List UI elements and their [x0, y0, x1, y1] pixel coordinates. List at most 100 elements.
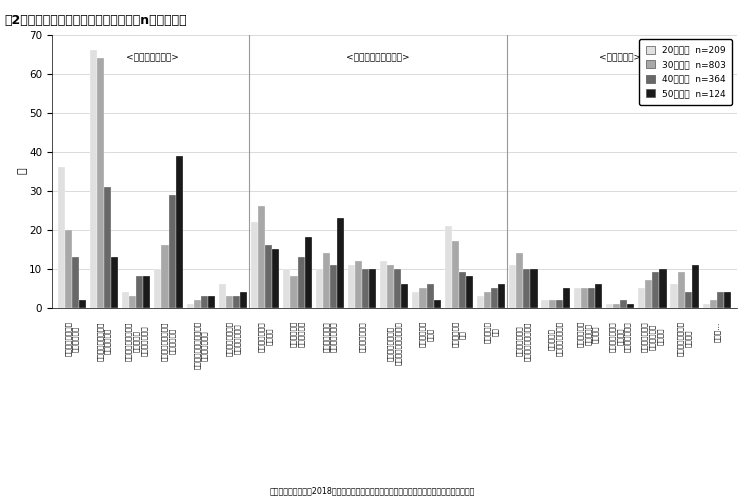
Bar [466, 276, 473, 308]
Text: 自然環境の
良さ: 自然環境の 良さ [484, 321, 498, 343]
Bar [498, 284, 505, 308]
Bar [315, 268, 323, 308]
Text: 図2　住宅取得動機（３つまで回答可）n＝１５００: 図2 住宅取得動機（３つまで回答可）n＝１５００ [4, 13, 187, 27]
Bar [136, 276, 144, 308]
Text: 住宅ローンの
金利が低く
買い時だ: 住宅ローンの 金利が低く 買い時だ [577, 321, 599, 347]
Bar [477, 296, 484, 308]
Text: <経済的理由>: <経済的理由> [599, 54, 641, 62]
Bar [65, 230, 71, 308]
Bar [638, 288, 645, 308]
Y-axis label: ％: ％ [18, 168, 28, 175]
Bar [402, 284, 408, 308]
Text: 住宅価格が
安くなり買い時だ: 住宅価格が 安くなり買い時だ [548, 321, 562, 356]
Bar [169, 194, 176, 308]
Bar [290, 276, 298, 308]
Bar [420, 288, 426, 308]
Bar [71, 257, 79, 308]
Bar [574, 288, 581, 308]
Bar [509, 265, 516, 308]
Text: 子供や家族のため、
家を持ちたい: 子供や家族のため、 家を持ちたい [97, 321, 111, 361]
Bar [193, 300, 201, 308]
Text: その他…: その他… [713, 321, 720, 342]
Bar [201, 296, 208, 308]
Bar [330, 265, 337, 308]
Bar [562, 288, 570, 308]
Text: 仕事の都合で住み替えの
必要に迫られた: 仕事の都合で住み替えの 必要に迫られた [193, 321, 208, 370]
Bar [144, 276, 150, 308]
Bar [176, 156, 183, 308]
Bar [90, 50, 97, 308]
Bar [684, 292, 692, 308]
Legend: 20歳代　  n=209, 30歳代　  n=803, 40歳代　  n=364, 50歳代　  n=124: 20歳代 n=209, 30歳代 n=803, 40歳代 n=364, 50歳代… [639, 39, 732, 105]
Text: 住宅金融支援機構「2018年度民間住宅ローン利用者の実態調査【利用予定者編】」調査結果: 住宅金融支援機構「2018年度民間住宅ローン利用者の実態調査【利用予定者編】」調… [269, 487, 475, 496]
Bar [445, 226, 452, 308]
Bar [283, 268, 290, 308]
Text: もっと広い家に
住みたい: もっと広い家に 住みたい [258, 321, 272, 352]
Bar [645, 280, 652, 308]
Bar [530, 268, 537, 308]
Bar [226, 296, 233, 308]
Bar [79, 300, 86, 308]
Bar [362, 268, 369, 308]
Bar [595, 284, 602, 308]
Bar [272, 249, 280, 308]
Bar [627, 304, 635, 308]
Bar [434, 300, 440, 308]
Bar [111, 257, 118, 308]
Bar [323, 253, 330, 308]
Bar [581, 288, 588, 308]
Text: <ライフステージ>: <ライフステージ> [126, 54, 179, 62]
Text: 教育や子育て
環境: 教育や子育て 環境 [452, 321, 466, 347]
Bar [298, 257, 304, 308]
Bar [208, 296, 215, 308]
Text: もっと新しい
家に住みたい: もっと新しい 家に住みたい [290, 321, 304, 347]
Bar [703, 304, 710, 308]
Bar [97, 58, 104, 308]
Text: 寮・社宅・官舎を
出る必要がある: 寮・社宅・官舎を 出る必要がある [226, 321, 240, 356]
Bar [491, 288, 498, 308]
Bar [678, 272, 684, 308]
Bar [337, 218, 344, 308]
Bar [258, 206, 266, 308]
Bar [187, 304, 193, 308]
Bar [129, 296, 136, 308]
Bar [484, 292, 491, 308]
Bar [523, 268, 530, 308]
Text: もっと質の良い
住宅に住みたい: もっと質の良い 住宅に住みたい [323, 321, 337, 352]
Bar [606, 304, 613, 308]
Bar [251, 222, 258, 308]
Bar [233, 296, 240, 308]
Bar [542, 300, 548, 308]
Bar [710, 300, 717, 308]
Bar [369, 268, 376, 308]
Text: 老後の安心のため、
家を持ちたい: 老後の安心のため、 家を持ちたい [161, 321, 176, 361]
Bar [659, 268, 667, 308]
Bar [717, 292, 724, 308]
Bar [104, 186, 111, 308]
Text: 資産として住宅
（不動産）を
持ちたい: 資産として住宅 （不動産）を 持ちたい [641, 321, 664, 352]
Bar [412, 292, 420, 308]
Text: 結婚・出産を機に
家を持ちたい: 結婚・出産を機に 家を持ちたい [65, 321, 79, 356]
Text: 周りに気兼ねせず
使える住宅に住みたい: 周りに気兼ねせず 使える住宅に住みたい [387, 321, 402, 365]
Text: 親の介護の関係等で
住み替えの
必要に迫られた: 親の介護の関係等で 住み替えの 必要に迫られた [125, 321, 147, 361]
Bar [548, 300, 556, 308]
Bar [57, 167, 65, 308]
Text: 住宅に住みたい: 住宅に住みたい [359, 321, 365, 352]
Bar [516, 253, 523, 308]
Bar [161, 245, 169, 308]
Bar [613, 304, 620, 308]
Bar [588, 288, 595, 308]
Bar [459, 272, 466, 308]
Text: 通勤等生活の
利便性: 通勤等生活の 利便性 [420, 321, 434, 347]
Bar [692, 265, 699, 308]
Bar [355, 261, 362, 308]
Bar [426, 284, 434, 308]
Bar [394, 268, 402, 308]
Bar [387, 265, 394, 308]
Bar [452, 241, 459, 308]
Bar [240, 292, 247, 308]
Bar [556, 300, 562, 308]
Bar [670, 284, 678, 308]
Bar [652, 272, 659, 308]
Bar [724, 292, 731, 308]
